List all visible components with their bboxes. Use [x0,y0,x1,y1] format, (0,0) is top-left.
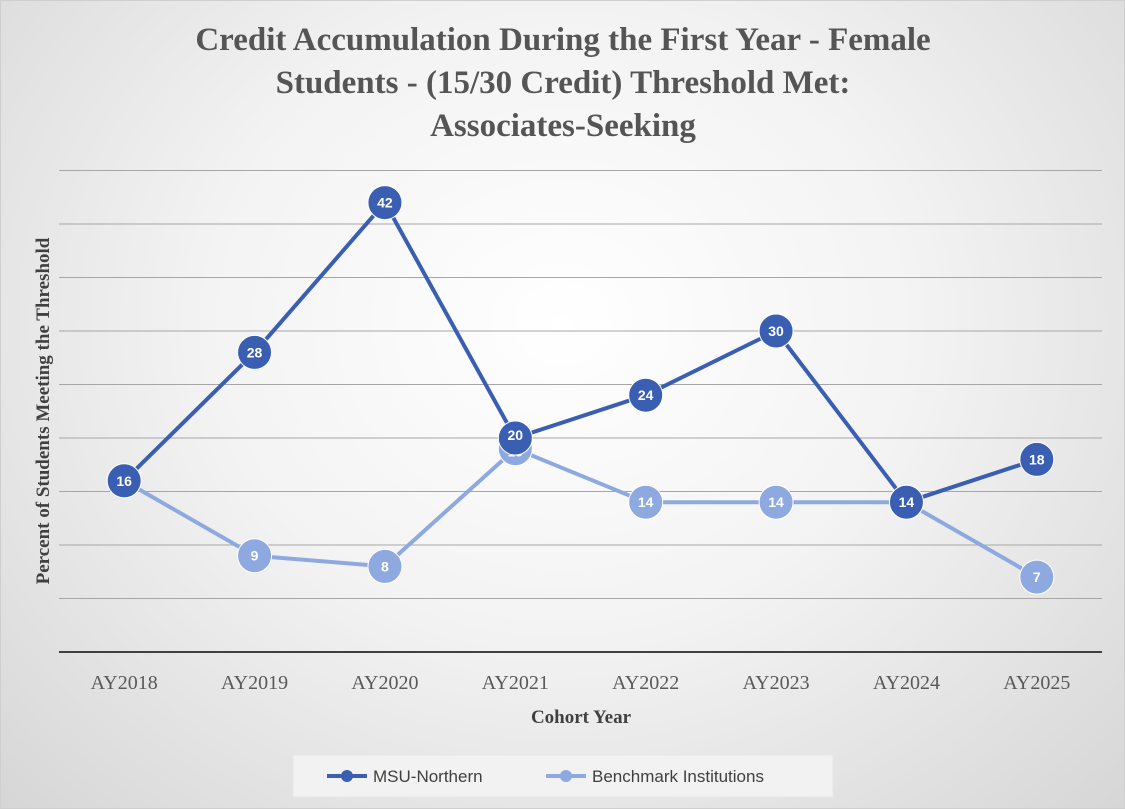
legend: MSU-Northern Benchmark Institutions [292,754,834,798]
data-label: 30 [768,323,784,339]
series-msu-northern: 16 28 42 20 24 30 14 18 [106,185,1055,520]
data-point [367,548,403,584]
x-tick-label: AY2021 [482,672,549,694]
legend-item-benchmark-institutions: Benchmark Institutions [546,767,764,786]
x-tick-label: AY2025 [1003,672,1070,694]
x-axis-tick-labels: AY2018 AY2019 AY2020 AY2021 AY2022 AY2023 AY20… [91,672,1071,694]
y-axis-title: Percent of Students Meeting the Threshol… [33,237,54,584]
data-point [628,377,664,413]
data-point [628,484,664,520]
chart-title-line-2: Students - (15/30 Credit) Threshold Met: [276,65,851,101]
legend-swatch-marker [560,770,572,782]
data-point [106,463,142,499]
legend-item-msu-northern: MSU-Northern [327,767,483,786]
data-point [758,484,794,520]
data-label: 9 [251,548,259,564]
data-point [758,313,794,349]
x-tick-label: AY2024 [873,672,940,694]
data-point [1019,441,1055,477]
data-label: 14 [638,494,654,510]
legend-swatch-marker [341,770,353,782]
data-label: 42 [377,195,393,211]
x-tick-label: AY2022 [612,672,679,694]
x-tick-label: AY2023 [743,672,810,694]
series-line [123,446,1038,579]
data-point [497,420,533,456]
chart-title-line-1: Credit Accumulation During the First Yea… [195,22,930,58]
series-lines: 16981914141471628422024301418 [106,185,1055,595]
legend-label-msu-northern: MSU-Northern [373,767,483,786]
legend-label-benchmark-institutions: Benchmark Institutions [592,767,764,786]
data-label: 24 [638,387,654,403]
x-tick-label: AY2020 [351,672,418,694]
data-label: 7 [1033,569,1041,585]
data-point [237,334,273,370]
data-point [888,484,924,520]
series-line [122,200,1038,505]
data-label: 18 [1029,451,1045,467]
x-tick-label: AY2018 [91,672,158,694]
data-point [237,538,273,574]
data-label: 8 [381,558,389,574]
chart-title-line-3: Associates-Seeking [430,108,696,144]
x-axis-title: Cohort Year [531,707,632,728]
data-label: 16 [116,473,132,489]
chart-title: Credit Accumulation During the First Yea… [195,22,930,144]
data-point [367,185,403,221]
x-tick-label: AY2019 [221,672,288,694]
data-label: 14 [899,494,915,510]
data-point [1019,559,1055,595]
data-label: 14 [768,494,784,510]
data-label: 20 [508,427,524,443]
data-label: 28 [247,344,263,360]
